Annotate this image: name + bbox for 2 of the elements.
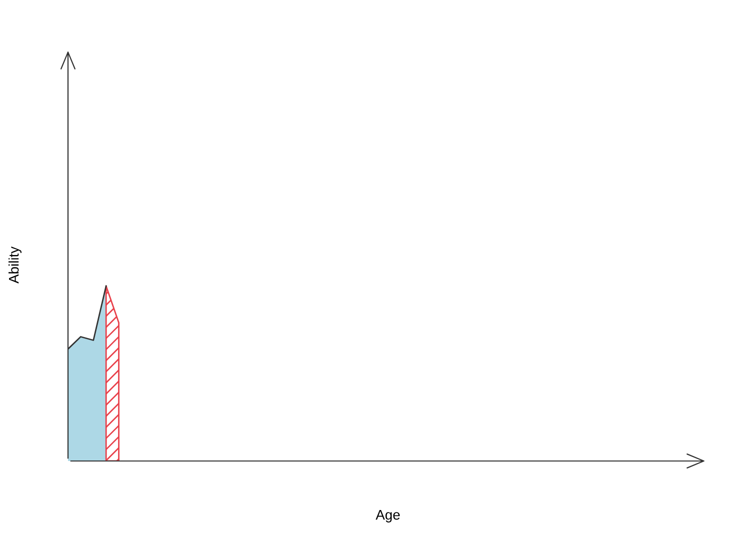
y-axis-title: Ability — [8, 246, 22, 284]
x-axis-title: Age — [376, 510, 400, 522]
